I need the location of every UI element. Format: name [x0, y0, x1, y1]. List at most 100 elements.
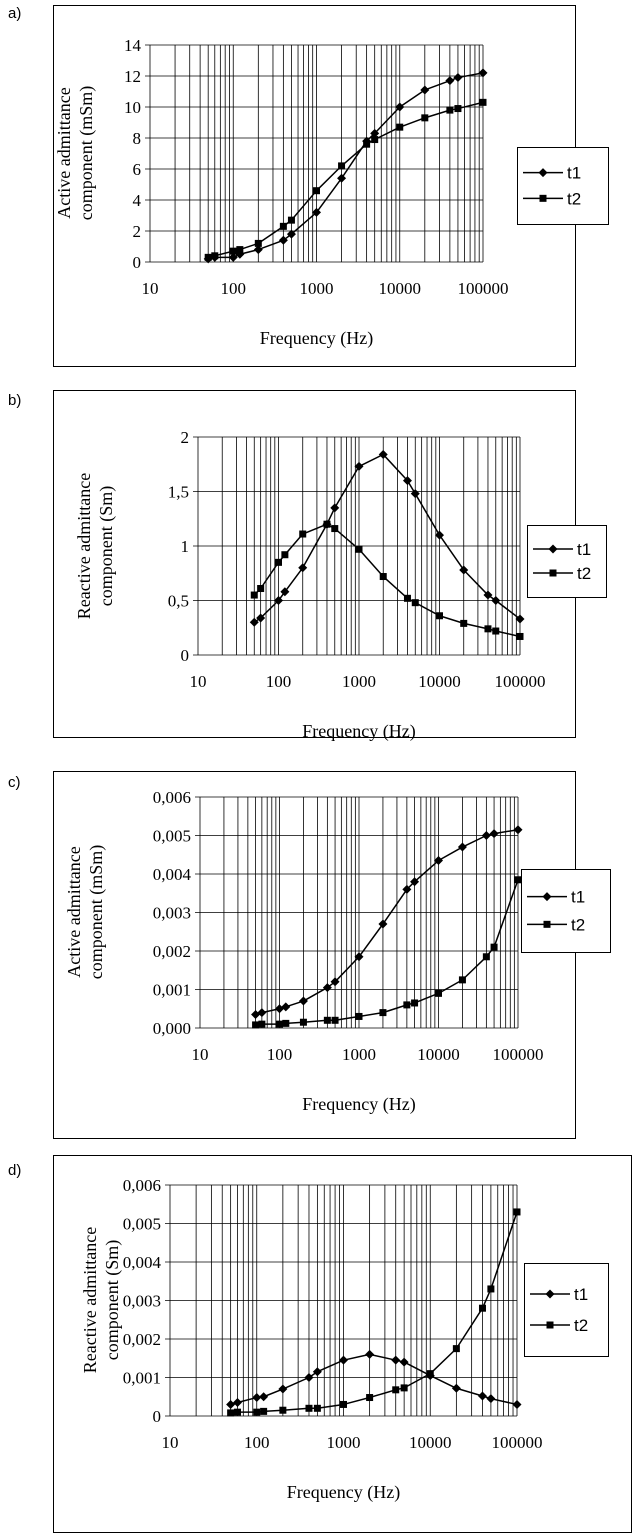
data-point-t1 [286, 229, 296, 239]
x-axis-title: Frequency (Hz) [302, 721, 415, 742]
data-point-t1 [481, 831, 491, 840]
data-point-t1 [378, 919, 388, 929]
legend-label: t1 [567, 164, 581, 183]
y-tick-label: 14 [124, 36, 142, 55]
data-point-t2 [436, 612, 443, 620]
y-tick-label: 0,001 [123, 1369, 161, 1388]
data-point-t2 [234, 1408, 242, 1416]
y-tick-label: 0,002 [123, 1330, 161, 1349]
data-point-t2 [299, 530, 307, 538]
data-point-t1 [274, 596, 283, 605]
data-point-t1 [457, 842, 467, 852]
data-point-t2 [313, 187, 320, 195]
y-tick-label: 0,006 [123, 1176, 161, 1195]
chart-svg-b: b) 0 0,5 1 1,5 2 10 100 1000 10000 100000 Frequency… [8, 390, 607, 742]
legend-box [527, 525, 607, 598]
legend-box [524, 1263, 609, 1357]
data-point-t1 [489, 829, 499, 839]
data-point-t2 [299, 1018, 307, 1026]
data-point-t2 [379, 1009, 387, 1017]
data-point-t2 [227, 1409, 235, 1417]
series-line-t2 [230, 1211, 518, 1414]
grid-lines [145, 44, 484, 263]
data-point-t1 [378, 449, 388, 459]
grid-lines [195, 796, 519, 1029]
data-point-t2 [479, 98, 487, 106]
data-point-t2 [516, 632, 524, 640]
y-axis-title: Active admittance component (mSm) [64, 845, 107, 979]
data-point-t2 [411, 999, 419, 1007]
y-tick-label: 0,001 [153, 981, 191, 1000]
data-point-t2 [426, 1370, 434, 1378]
legend-marker-t2 [543, 920, 551, 928]
series-t1 [251, 825, 523, 1020]
data-point-t2 [305, 1404, 313, 1412]
data-point-t1 [252, 1393, 262, 1403]
data-point-t2 [458, 976, 466, 984]
data-point-t2 [366, 1394, 374, 1402]
y-tick-label: 0 [153, 1407, 162, 1426]
data-point-t2 [276, 1020, 283, 1028]
chart-panel-d: d) 0 0,001 0,002 0,003 0,004 0,005 0,006 10 100 10… [0, 1148, 632, 1533]
y-tick-label: 1,5 [168, 483, 189, 502]
data-point-t2 [279, 222, 287, 230]
data-point-t1 [365, 1349, 375, 1359]
x-tick-label: 100 [267, 1045, 293, 1064]
legend-label: t1 [577, 540, 591, 559]
panel-label: a) [8, 5, 21, 22]
data-point-t1 [330, 977, 340, 987]
data-point-t2 [254, 239, 262, 247]
data-point-t2 [460, 619, 468, 627]
data-point-t2 [323, 1016, 331, 1024]
data-point-t1 [256, 613, 266, 623]
data-point-t1 [339, 1355, 348, 1365]
data-point-t1 [477, 1391, 487, 1401]
series-t2 [227, 1208, 521, 1417]
data-point-t1 [451, 1383, 461, 1393]
legend-label: t2 [577, 564, 591, 583]
y-tick-label: 0 [181, 646, 190, 665]
data-point-t1 [253, 245, 263, 255]
legend-marker-t1 [545, 1289, 555, 1299]
series-t1 [249, 449, 525, 627]
grid-lines [165, 1184, 518, 1417]
chart-panel-b: b) 0 0,5 1 1,5 2 10 100 1000 10000 100000 Frequency… [0, 380, 632, 764]
data-point-t2 [487, 1285, 495, 1293]
x-tick-label: 10 [192, 1045, 209, 1064]
data-point-t1 [278, 1384, 288, 1394]
data-point-t2 [355, 1012, 363, 1020]
x-tick-label: 100 [244, 1433, 270, 1452]
legend-marker-t1 [542, 892, 552, 902]
panel-label: c) [8, 774, 21, 791]
data-point-t1 [435, 530, 444, 540]
y-tick-label: 0 [133, 253, 142, 272]
x-axis-title: Frequency (Hz) [260, 328, 373, 349]
y-tick-label: 0,000 [153, 1019, 191, 1038]
data-point-t2 [400, 1384, 408, 1392]
y-axis-title-line: component (Sm) [96, 486, 117, 606]
x-tick-label: 1000 [300, 279, 334, 298]
x-tick-label: 10000 [379, 279, 422, 298]
legend-box [521, 869, 611, 953]
y-axis-title-line: Active admittance [54, 87, 74, 218]
data-point-t2 [313, 1404, 321, 1412]
data-point-t2 [355, 545, 363, 553]
data-point-t1 [459, 565, 469, 575]
chart-svg-c: c) 0,000 0,001 0,002 0,003 0,004 0,005 0,006 10 1… [8, 771, 611, 1139]
data-point-t1 [280, 587, 290, 597]
data-point-t1 [410, 877, 420, 887]
data-point-t1 [298, 996, 308, 1006]
chart-panel-a: a) 0 2 4 6 8 10 12 14 10 100 1000 10000 100000 Frequen… [0, 0, 632, 380]
y-axis-title: Reactive admittance component (Sm) [74, 473, 117, 619]
legend-label: t2 [571, 915, 585, 934]
data-point-t2 [253, 1408, 261, 1416]
y-tick-label: 8 [133, 129, 142, 148]
data-point-t1 [312, 207, 321, 217]
data-point-t2 [454, 105, 462, 113]
y-tick-label: 12 [124, 67, 141, 86]
data-point-t2 [281, 551, 289, 559]
panel-label: b) [8, 392, 21, 409]
data-point-t2 [513, 1208, 521, 1216]
